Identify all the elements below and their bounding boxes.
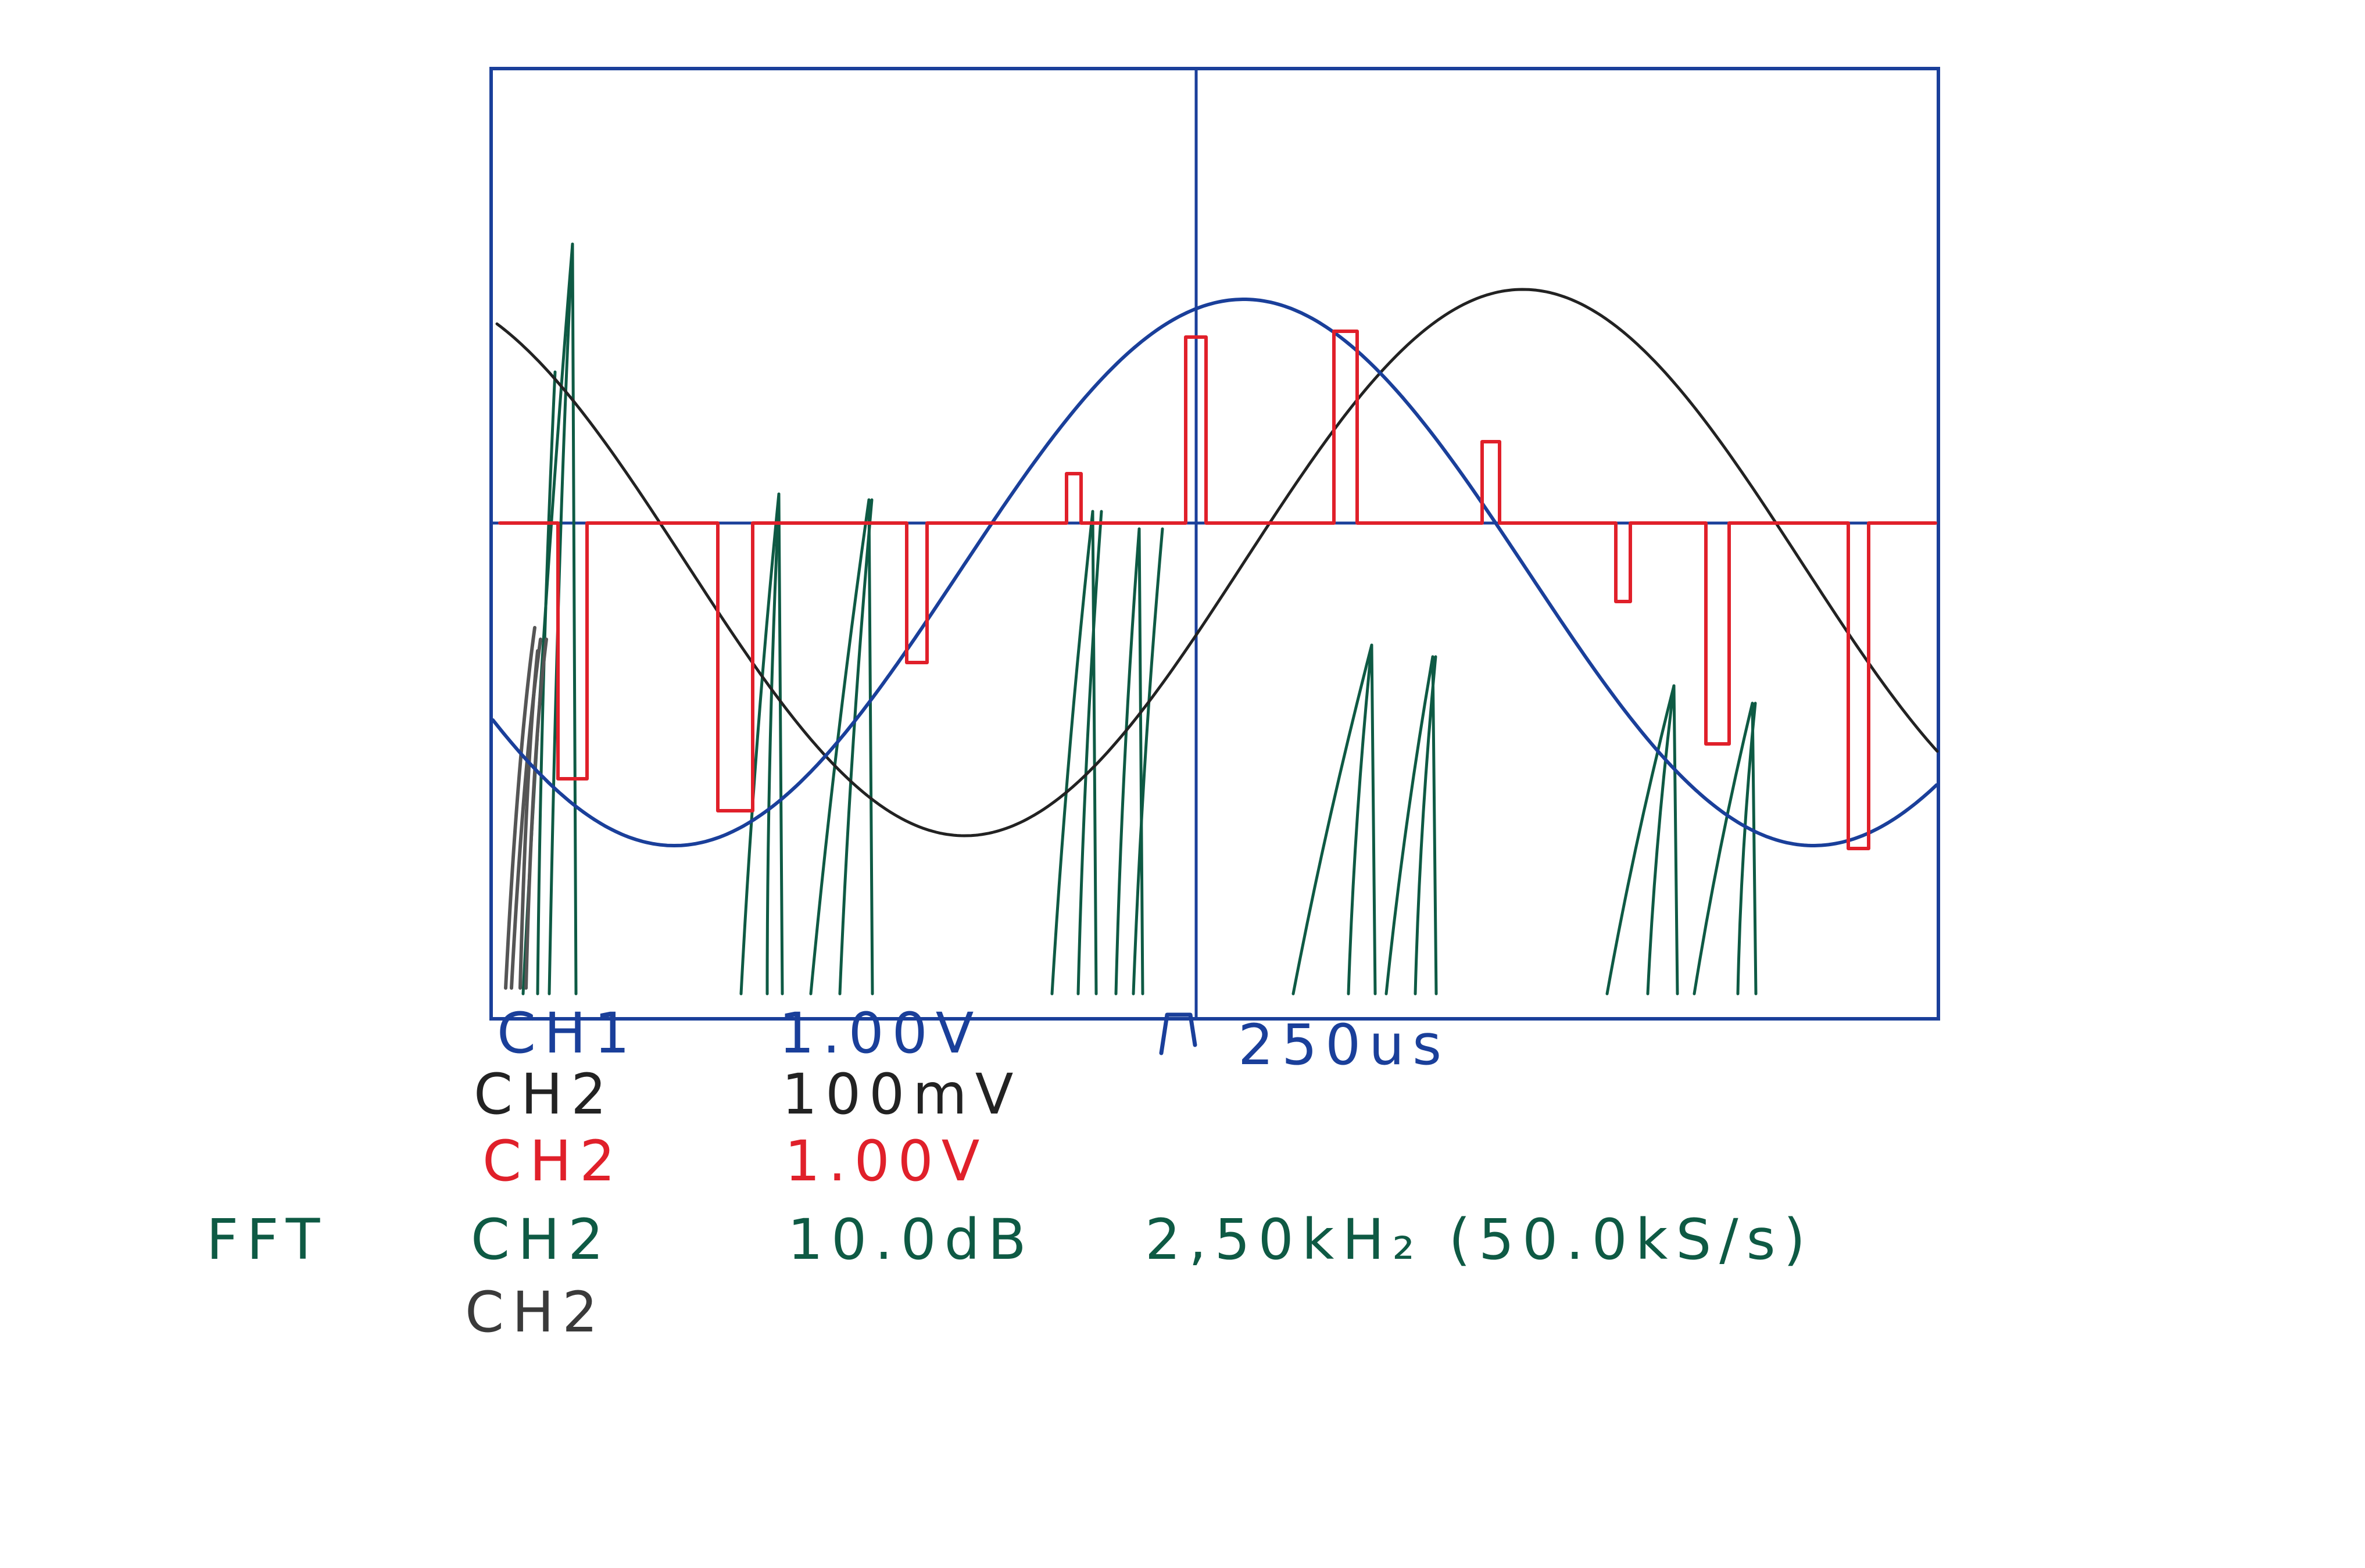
fft-label: FFT [206, 1207, 328, 1272]
fft-spike-fall [1091, 510, 1098, 996]
ch2-red-label: CH2 [482, 1129, 624, 1194]
ch1-label: CH1 [497, 1001, 638, 1066]
fft-spike [1076, 510, 1103, 996]
fft-spike [1384, 655, 1434, 996]
fft-ch2-gray-trace [504, 626, 548, 990]
ch2-black-scale: 100mV [782, 1062, 1022, 1127]
trigger-edge-icon [1159, 1012, 1197, 1055]
gray-fft-line [518, 649, 539, 990]
fft-spike-fall [777, 492, 784, 996]
timebase-value: 250us [1238, 1012, 1450, 1077]
fft-spike [1646, 684, 1676, 996]
fft-spike [739, 492, 781, 996]
fft-spike [1605, 684, 1676, 996]
fft-spike [809, 498, 871, 996]
display-frame [489, 67, 1940, 1021]
fft-spike-fall [1672, 684, 1679, 996]
fft-channel: CH2 [471, 1207, 612, 1272]
fft-spike-fall [571, 242, 578, 996]
fft-spike [536, 370, 557, 996]
fft-tall-spike [548, 242, 574, 996]
fft-spike-fall [1431, 655, 1438, 996]
fft-spike [1414, 655, 1437, 996]
fft-spike [838, 498, 874, 996]
gray-fft-line [504, 626, 536, 990]
ch2-red-scale: 1.00V [785, 1129, 988, 1194]
fft-spike [1050, 510, 1094, 996]
fft-spike-fall [1370, 643, 1377, 996]
ch1-scale: 1.00V [779, 1001, 982, 1066]
fft-spike [765, 498, 781, 996]
fft-spike-fall [867, 498, 874, 996]
fft-spike [1114, 527, 1141, 996]
fft-spike-fall [1751, 701, 1758, 996]
fft-spike [1693, 701, 1754, 996]
gray-fft-line [524, 638, 548, 990]
ch2-black-label: CH2 [474, 1062, 615, 1127]
fft-scale: 10.0dB [788, 1207, 1035, 1272]
fft-spike [1132, 527, 1164, 996]
ch2-red-pwm-waveform [498, 330, 1937, 850]
fft-spike [1291, 643, 1373, 996]
fft-spectrum-trace [521, 242, 1758, 996]
ch1-blue-waveform [491, 298, 1938, 847]
ch2-black-waveform [495, 288, 1939, 837]
fft-spike [1736, 701, 1757, 996]
fft-spike-fall [1137, 527, 1144, 996]
fft-spike [1347, 643, 1373, 996]
fft-extra-channel: CH2 [465, 1280, 606, 1345]
fft-span: 2,50kH₂ (50.0kS/s) [1145, 1207, 1814, 1272]
